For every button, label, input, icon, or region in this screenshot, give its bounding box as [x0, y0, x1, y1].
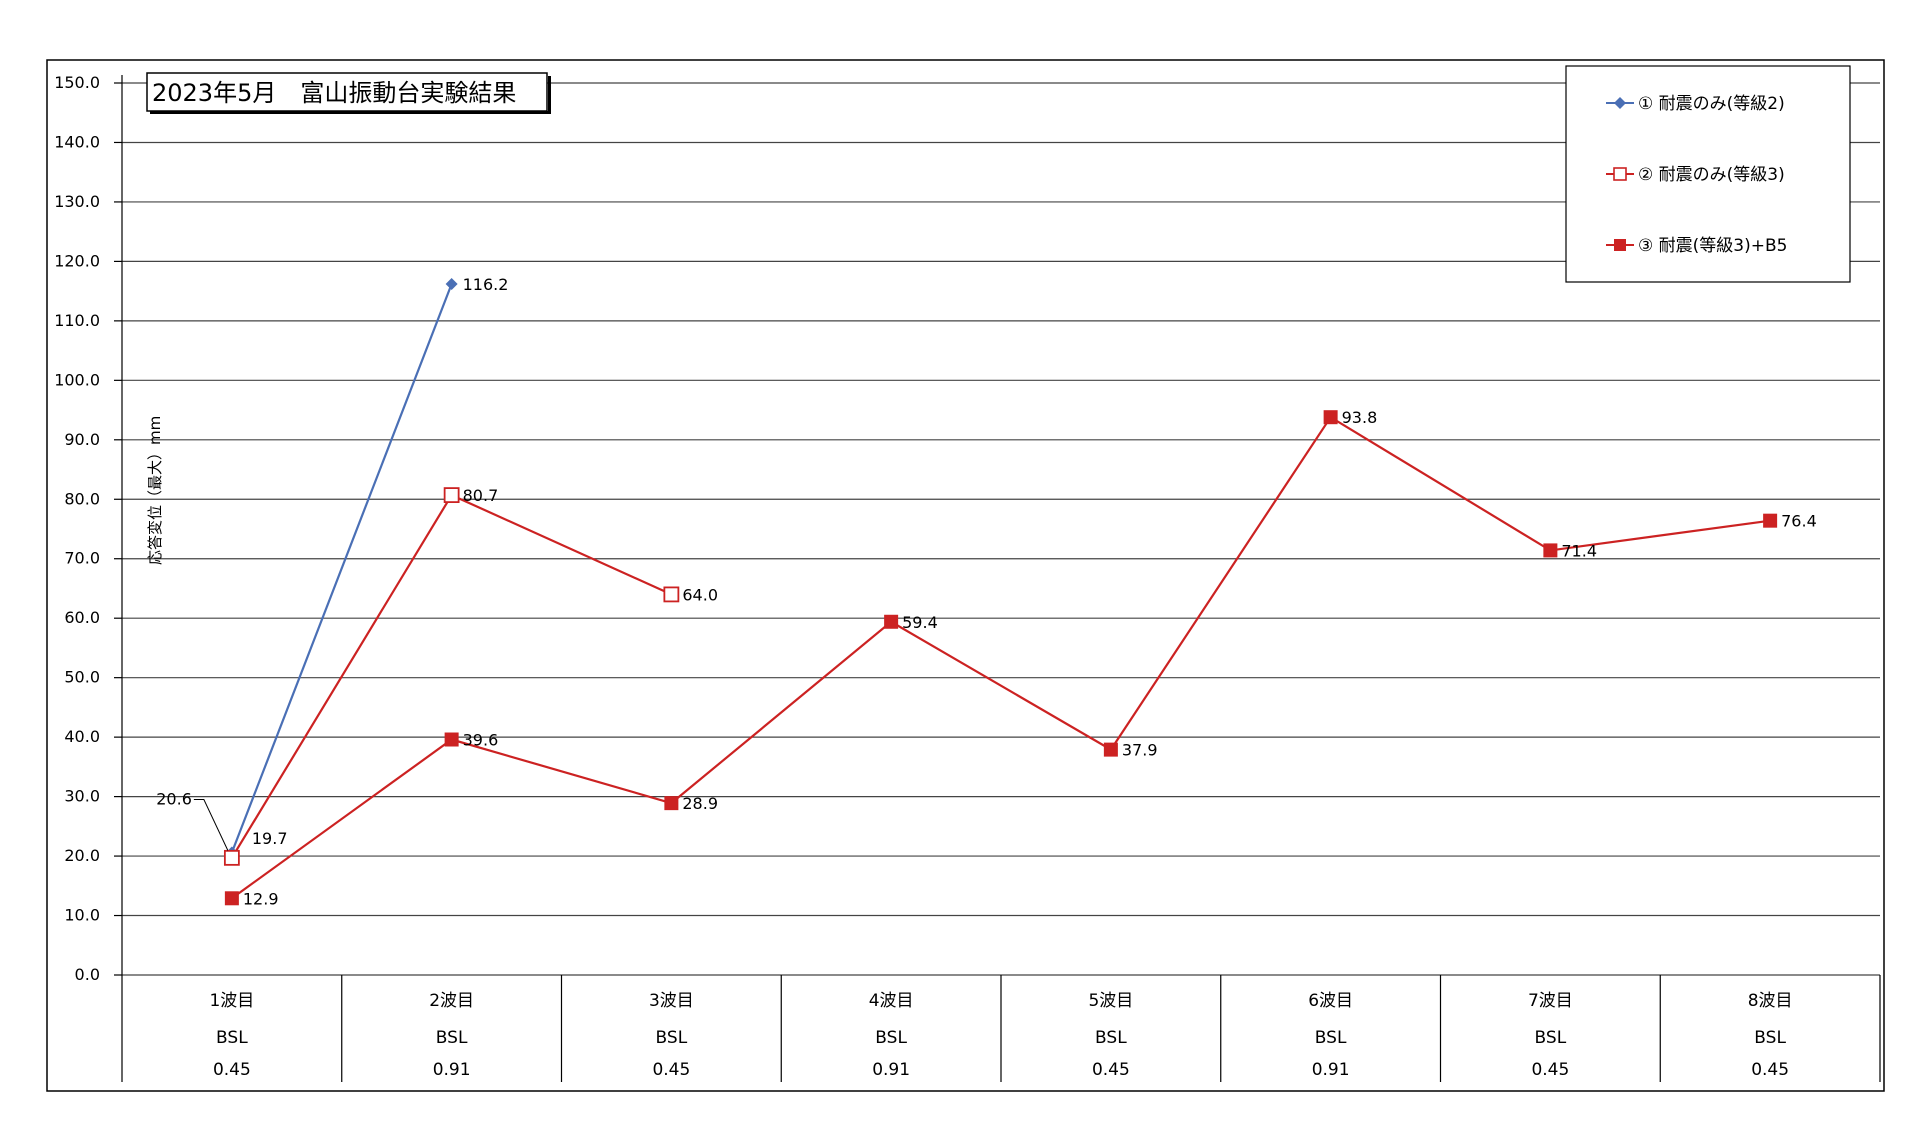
x-category-scale: 0.45 [213, 1060, 251, 1080]
data-label: 59.4 [902, 613, 938, 632]
y-tick-label: 70.0 [64, 549, 100, 568]
x-category-scale: 0.45 [1531, 1060, 1569, 1080]
x-category-scale: 0.45 [1092, 1060, 1130, 1080]
data-point-filled-square [884, 614, 899, 629]
data-point-filled-square [1103, 742, 1118, 757]
x-category-scale: 0.91 [1312, 1060, 1350, 1080]
data-label: 71.4 [1561, 541, 1597, 560]
x-category-type: BSL [1754, 1028, 1786, 1048]
data-label-layer: 20.6 116.2 19.7 80.7 64.0 12.9 39.6 28.9 59.4 37.… [156, 275, 1817, 908]
y-tick-label: 90.0 [64, 430, 100, 449]
x-category-scale: 0.91 [433, 1060, 471, 1080]
data-point-filled-square [1323, 410, 1338, 425]
y-tick-label: 40.0 [64, 727, 100, 746]
data-label: 76.4 [1781, 512, 1817, 531]
data-point-filled-square [664, 796, 679, 811]
data-point-filled-square [1543, 543, 1558, 558]
x-category-wave: 6波目 [1308, 991, 1353, 1011]
y-tick-label: 130.0 [54, 192, 100, 211]
legend-item-3: ③ 耐震(等級3)+B5 [1606, 236, 1787, 256]
legend-label-2: ② 耐震のみ(等級3) [1638, 165, 1785, 185]
x-category-wave: 2波目 [429, 991, 474, 1011]
x-category-type: BSL [1095, 1028, 1127, 1048]
x-category-wave: 1波目 [209, 991, 254, 1011]
x-category-scale: 0.91 [872, 1060, 910, 1080]
legend-item-1: ① 耐震のみ(等級2) [1606, 94, 1785, 114]
y-tick-label: 60.0 [64, 608, 100, 627]
legend: ① 耐震のみ(等級2) ② 耐震のみ(等級3) ③ 耐震(等級3)+B5 [1565, 65, 1851, 283]
x-category-wave: 5波目 [1088, 991, 1133, 1011]
x-category-type: BSL [1315, 1028, 1347, 1048]
x-category-wave: 7波目 [1528, 991, 1573, 1011]
y-tick-label: 0.0 [75, 965, 100, 984]
x-category-scale: 0.45 [1751, 1060, 1789, 1080]
data-label: 37.9 [1122, 741, 1158, 760]
series-layer [223, 277, 1778, 906]
y-tick-label: 120.0 [54, 251, 100, 270]
data-label: 116.2 [463, 275, 509, 294]
x-category-type: BSL [875, 1028, 907, 1048]
y-tick-label: 150.0 [54, 73, 100, 92]
data-point-open-square [443, 487, 460, 504]
series-line-3 [231, 415, 1771, 900]
chart-title: 2023年5月 富山振動台実験結果 [152, 79, 516, 107]
series-line-1 [230, 283, 453, 853]
y-tick-label: 20.0 [64, 846, 100, 865]
data-label: 93.8 [1342, 408, 1378, 427]
data-label: 12.9 [243, 889, 279, 908]
x-category-type: BSL [1535, 1028, 1567, 1048]
y-tick-label: 140.0 [54, 132, 100, 151]
data-point-filled-square [444, 732, 459, 747]
grid-layer [122, 82, 1880, 976]
x-category-type: BSL [656, 1028, 688, 1048]
legend-label-1: ① 耐震のみ(等級2) [1638, 94, 1785, 114]
x-category-scale: 0.45 [652, 1060, 690, 1080]
legend-label-3: ③ 耐震(等級3)+B5 [1638, 236, 1787, 256]
x-category-wave: 8波目 [1748, 991, 1793, 1011]
y-tick-label: 80.0 [64, 489, 100, 508]
legend-item-2: ② 耐震のみ(等級3) [1606, 165, 1785, 185]
leader-line [193, 798, 229, 851]
axis-layer: 0.0 10.0 20.0 30.0 40.0 50.0 60.0 70.0 80.0 90.0 1… [54, 73, 1881, 1082]
open-square-marker-icon [1613, 167, 1627, 181]
data-point-open-square [663, 586, 680, 603]
data-point-diamond [445, 277, 458, 290]
data-point-filled-square [1763, 513, 1778, 528]
y-tick-label: 30.0 [64, 787, 100, 806]
data-label: 28.9 [682, 794, 718, 813]
data-point-open-square [223, 849, 240, 866]
data-label: 64.0 [682, 585, 718, 604]
data-label: 39.6 [463, 731, 499, 750]
data-point-filled-square [224, 891, 239, 906]
y-tick-label: 10.0 [64, 906, 100, 925]
y-axis-label: 応答変位（最大）mm [146, 416, 164, 565]
data-label: 19.7 [252, 829, 288, 848]
y-tick-label: 50.0 [64, 668, 100, 687]
y-tick-label: 100.0 [54, 370, 100, 389]
y-tick-label: 110.0 [54, 311, 100, 330]
x-category-type: BSL [436, 1028, 468, 1048]
chart-title-box: 2023年5月 富山振動台実験結果 [146, 72, 551, 114]
x-category-wave: 4波目 [869, 991, 914, 1011]
filled-square-marker-icon [1614, 239, 1626, 251]
diamond-marker-icon [1614, 97, 1626, 109]
x-category-type: BSL [216, 1028, 248, 1048]
x-category-wave: 3波目 [649, 991, 694, 1011]
data-label: 20.6 [156, 789, 192, 808]
data-label: 80.7 [463, 486, 499, 505]
